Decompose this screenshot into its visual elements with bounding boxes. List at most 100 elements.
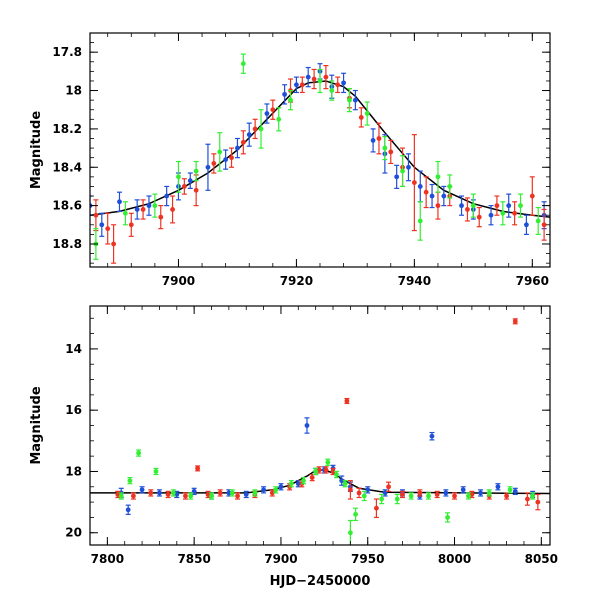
y-tick-label: 14 [65,342,82,356]
y-tick-label: 18 [65,464,82,478]
data-point [488,212,494,218]
data-point [334,472,339,477]
data-point [229,155,234,161]
data-point [445,515,450,520]
data-point [261,487,266,493]
data-point [429,193,435,199]
data-point [288,97,293,103]
data-point [504,493,510,499]
series-red [93,65,547,264]
model-curve [90,80,550,218]
y-tick-label: 18.6 [52,199,82,213]
data-point [335,82,341,88]
data-point [470,203,476,209]
data-point [183,493,188,499]
data-point [400,492,405,497]
data-point [435,203,441,209]
x-tick-label: 7960 [516,274,549,288]
data-point [158,214,164,220]
data-point [153,469,159,474]
x-tick-label: 7940 [398,274,431,288]
y-axis-title: Magnitude [29,386,44,465]
data-point [358,114,364,120]
data-point [388,149,394,155]
data-point [500,210,506,216]
data-point [273,487,279,493]
data-point [507,487,513,493]
data-point [136,450,142,456]
data-point [417,490,423,496]
data-point [140,207,146,212]
data-point [209,493,214,499]
data-point [195,465,201,471]
data-point [512,210,518,216]
data-point [417,218,423,224]
data-point [282,91,288,97]
data-point [460,487,466,493]
data-point [443,490,449,496]
y-tick-label: 16 [65,403,82,417]
data-point [325,459,331,465]
data-point [370,138,376,143]
data-point [347,97,352,103]
data-point [313,469,319,474]
data-point [394,496,400,502]
data-point [301,478,306,484]
data-point [495,484,501,490]
data-point [347,487,353,493]
data-point [170,207,175,212]
data-point [258,126,264,132]
series-green [118,449,536,545]
data-point [188,493,194,499]
data-point [341,80,346,86]
data-point [269,490,275,496]
data-point [278,484,284,490]
data-point [530,493,536,499]
data-point [128,222,134,228]
data-point [252,490,258,496]
data-point [170,490,176,496]
data-point [294,82,299,88]
data-point [295,481,301,487]
data-point [426,493,431,499]
data-point [423,189,429,195]
data-point [353,511,358,517]
data-point [417,184,423,189]
data-point [339,478,345,484]
series-blue [90,63,547,237]
data-point [105,226,111,232]
data-point [323,467,329,473]
x-tick-label: 8000 [438,552,471,566]
data-point [181,184,187,189]
top-data-layer [90,53,550,264]
data-point [134,207,140,212]
data-point [99,222,105,228]
x-tick-label: 8050 [525,552,558,566]
series-green [93,53,541,260]
data-point [382,145,388,151]
data-point [252,126,258,132]
data-point [518,203,523,209]
data-point [235,145,240,151]
data-point [379,496,385,502]
data-point [176,174,181,180]
data-point [342,481,348,487]
data-point [524,222,529,228]
bottom-axes-frame [89,305,551,546]
data-point [323,74,329,80]
data-point [529,193,535,199]
data-point [317,78,323,84]
data-point [164,193,170,199]
bottom-data-layer [90,318,550,545]
data-point [118,493,124,499]
data-point [535,218,541,224]
bottom-panel: 7800 7850 7900 7950 8000 8050 14 16 18 20 Magnitud… [29,305,558,589]
data-point [329,88,335,93]
data-point [211,161,217,166]
data-point [243,492,249,497]
data-point [486,490,492,496]
data-point [93,212,99,218]
data-point [394,174,400,180]
y-tick-label: 18.8 [52,237,82,251]
data-point [264,111,270,116]
